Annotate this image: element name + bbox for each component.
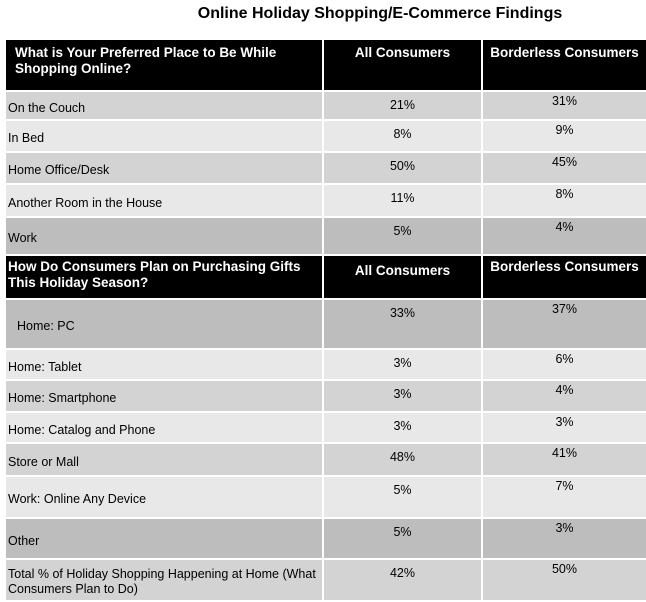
table-row: Total % of Holiday Shopping Happening at…: [6, 560, 646, 600]
row-label: Work: Online Any Device: [6, 477, 322, 517]
row-label: Home: PC: [6, 300, 322, 348]
row-label: Store or Mall: [6, 444, 322, 475]
table-row: In Bed 8% 9%: [6, 121, 646, 151]
column-header-all-consumers: All Consumers: [324, 256, 481, 298]
table-row: On the Couch 21% 31%: [6, 92, 646, 119]
table-row: Home: PC 33% 37%: [6, 300, 646, 348]
borderless-consumers-value: 41%: [483, 444, 646, 475]
borderless-consumers-value: 45%: [483, 153, 646, 183]
all-consumers-value: 50%: [324, 153, 481, 183]
borderless-consumers-value: 31%: [483, 92, 646, 119]
borderless-consumers-value: 9%: [483, 121, 646, 151]
all-consumers-value: 42%: [324, 560, 481, 600]
row-label: On the Couch: [6, 92, 322, 119]
section-header: What is Your Preferred Place to Be While…: [6, 40, 646, 90]
row-label: Home: Tablet: [6, 350, 322, 379]
table-row: Work 5% 4%: [6, 218, 646, 254]
row-label: Total % of Holiday Shopping Happening at…: [6, 560, 322, 600]
all-consumers-value: 3%: [324, 381, 481, 411]
question-header: How Do Consumers Plan on Purchasing Gift…: [6, 256, 322, 298]
borderless-consumers-value: 37%: [483, 300, 646, 348]
table-row: Store or Mall 48% 41%: [6, 444, 646, 475]
table-row: Home: Tablet 3% 6%: [6, 350, 646, 379]
table-row: Another Room in the House 11% 8%: [6, 185, 646, 216]
all-consumers-value: 21%: [324, 92, 481, 119]
row-label: Work: [6, 218, 322, 254]
row-label: Another Room in the House: [6, 185, 322, 216]
all-consumers-value: 8%: [324, 121, 481, 151]
column-header-borderless-consumers: Borderless Consumers: [483, 256, 646, 298]
page-title: Online Holiday Shopping/E-Commerce Findi…: [197, 5, 563, 22]
column-header-all-consumers: All Consumers: [324, 40, 481, 90]
borderless-consumers-value: 4%: [483, 218, 646, 254]
borderless-consumers-value: 8%: [483, 185, 646, 216]
all-consumers-value: 33%: [324, 300, 481, 348]
borderless-consumers-value: 3%: [483, 519, 646, 558]
section-header: How Do Consumers Plan on Purchasing Gift…: [6, 256, 646, 298]
table-row: Home: Smartphone 3% 4%: [6, 381, 646, 411]
borderless-consumers-value: 7%: [483, 477, 646, 517]
row-label: Home: Catalog and Phone: [6, 413, 322, 442]
all-consumers-value: 3%: [324, 350, 481, 379]
all-consumers-value: 3%: [324, 413, 481, 442]
column-header-borderless-consumers: Borderless Consumers: [483, 40, 646, 90]
row-label: Other: [6, 519, 322, 558]
row-label: In Bed: [6, 121, 322, 151]
borderless-consumers-value: 4%: [483, 381, 646, 411]
question-header: What is Your Preferred Place to Be While…: [6, 40, 322, 90]
all-consumers-value: 11%: [324, 185, 481, 216]
borderless-consumers-value: 6%: [483, 350, 646, 379]
all-consumers-value: 48%: [324, 444, 481, 475]
table-row: Home Office/Desk 50% 45%: [6, 153, 646, 183]
row-label: Home: Smartphone: [6, 381, 322, 411]
table-row: Work: Online Any Device 5% 7%: [6, 477, 646, 517]
all-consumers-value: 5%: [324, 519, 481, 558]
all-consumers-value: 5%: [324, 477, 481, 517]
all-consumers-value: 5%: [324, 218, 481, 254]
row-label: Home Office/Desk: [6, 153, 322, 183]
borderless-consumers-value: 50%: [483, 560, 646, 600]
borderless-consumers-value: 3%: [483, 413, 646, 442]
findings-table: What is Your Preferred Place to Be While…: [4, 38, 646, 602]
table-row: Other 5% 3%: [6, 519, 646, 558]
table-row: Home: Catalog and Phone 3% 3%: [6, 413, 646, 442]
